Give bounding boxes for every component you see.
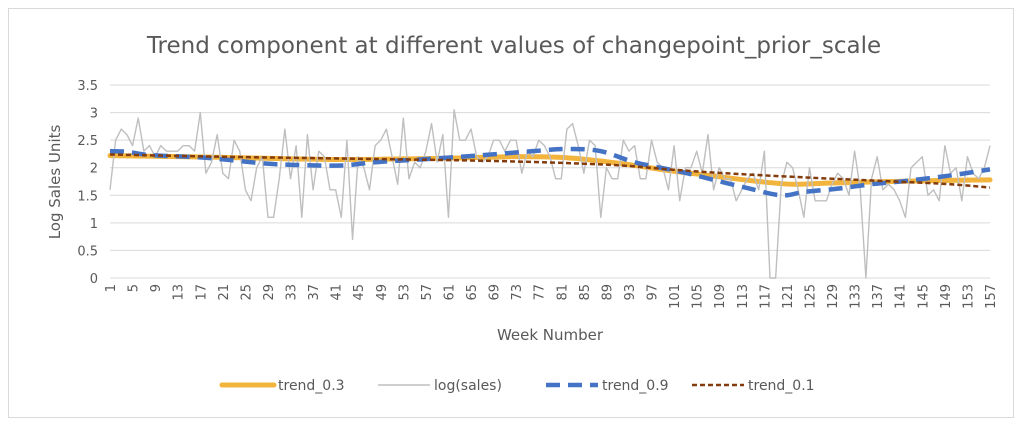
y-tick-label: 3 [90,107,98,122]
x-tick-label: 25 [239,284,254,301]
x-tick-label: 21 [217,284,232,301]
y-tick-label: 0.5 [77,244,98,259]
x-tick-label: 69 [488,284,503,301]
y-axis-ticks: 0 0.5 1 1.5 2 2.5 3 3.5 [77,79,98,287]
x-tick-label: 97 [646,284,661,301]
x-tick-label: 145 [916,284,931,309]
x-tick-label: 129 [826,284,841,309]
y-tick-label: 1.5 [77,189,98,204]
chart-title: Trend component at different values of c… [146,33,881,59]
x-tick-label: 121 [781,284,796,309]
legend-label: trend_0.9 [602,378,669,394]
x-tick-label: 133 [849,284,864,309]
y-axis-title: Log Sales Units [46,125,64,240]
series-line-trend_0.1 [109,153,991,189]
legend: trend_0.3 log(sales) trend_0.9 trend_0.1 [219,378,815,394]
x-tick-label: 65 [465,284,480,301]
x-axis-ticks: 1 5 9 13 17 21 25 29 33 37 41 45 49 53 57 61 65 69 73 77 81 8… [104,284,999,309]
x-tick-label: 17 [194,284,209,301]
legend-label: trend_0.1 [748,378,815,394]
y-tick-label: 0 [90,272,98,287]
x-tick-label: 137 [871,284,886,309]
legend-label: trend_0.3 [278,378,345,394]
x-tick-label: 149 [939,284,954,309]
x-tick-label: 29 [262,284,277,301]
series-line-log(sales) [109,109,991,279]
x-tick-label: 125 [803,284,818,309]
x-tick-label: 49 [375,284,390,301]
series-line-trend_0.9 [109,146,991,198]
x-tick-label: 117 [758,284,773,309]
legend-label: log(sales) [434,378,502,394]
x-axis-title: Week Number [497,326,604,344]
chart-frame [8,8,1014,418]
x-tick-label: 57 [420,284,435,301]
x-tick-label: 141 [894,284,909,309]
x-tick-label: 61 [442,284,457,301]
x-tick-label: 81 [555,284,570,301]
x-tick-label: 157 [984,284,999,309]
x-tick-label: 37 [307,284,322,301]
x-tick-label: 41 [330,284,345,301]
y-tick-label: 3.5 [77,79,98,94]
x-tick-label: 5 [127,284,142,292]
x-tick-label: 105 [691,284,706,309]
x-tick-label: 85 [578,284,593,301]
x-tick-label: 9 [149,284,164,292]
x-tick-label: 101 [668,284,683,309]
y-tick-label: 2.5 [77,134,98,149]
series-layer [107,109,993,279]
x-tick-label: 77 [533,284,548,301]
y-tick-label: 2 [90,162,98,177]
x-tick-label: 153 [961,284,976,309]
x-tick-label: 73 [510,284,525,301]
x-tick-label: 45 [352,284,367,301]
x-tick-label: 109 [713,284,728,309]
x-tick-label: 1 [104,284,119,292]
x-tick-label: 89 [600,284,615,301]
x-tick-label: 53 [397,284,412,301]
x-tick-label: 33 [285,284,300,301]
x-tick-label: 93 [623,284,638,301]
x-tick-label: 13 [172,284,187,301]
x-tick-label: 113 [736,284,751,309]
y-tick-label: 1 [90,217,98,232]
